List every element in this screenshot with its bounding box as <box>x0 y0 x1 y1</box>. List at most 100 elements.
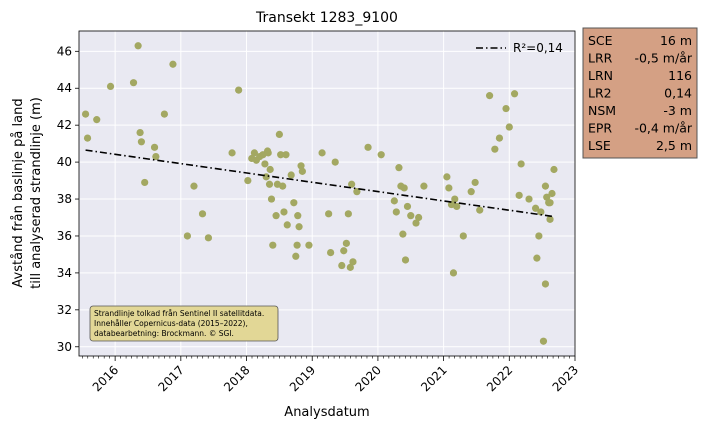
stats-key: LR2 <box>588 86 612 101</box>
y-axis-ticks: 30 32 34 36 38 40 42 44 46 <box>57 44 79 354</box>
data-point <box>541 182 550 190</box>
data-point <box>390 197 398 205</box>
grid-lines <box>79 31 576 356</box>
data-point <box>471 178 479 187</box>
data-point <box>348 180 356 188</box>
data-point <box>275 130 283 139</box>
data-point <box>364 143 372 151</box>
data-point <box>539 337 548 345</box>
plot-background <box>79 31 575 356</box>
data-point <box>160 110 169 118</box>
data-point <box>169 60 177 68</box>
data-point <box>269 241 277 249</box>
data-point <box>228 149 236 157</box>
stats-value: 16 m <box>660 33 692 48</box>
data-point <box>525 195 533 203</box>
data-point <box>415 213 423 222</box>
credit-line-1: Strandlinje tolkad från Sentinel II sate… <box>94 309 264 318</box>
data-point <box>533 254 541 262</box>
data-point <box>265 180 274 188</box>
data-point <box>541 280 550 288</box>
data-point <box>546 199 554 207</box>
data-point <box>485 92 494 100</box>
data-point <box>344 210 352 218</box>
data-point <box>443 173 451 181</box>
x-minor-ticks <box>81 356 570 359</box>
stats-key: LRR <box>588 51 613 66</box>
data-point <box>190 182 198 190</box>
credit-box <box>89 305 279 342</box>
data-point <box>502 104 510 113</box>
stats-key: NSM <box>588 103 616 118</box>
data-point <box>83 134 92 142</box>
data-point <box>282 151 290 159</box>
data-point <box>349 258 357 266</box>
data-point <box>235 86 243 94</box>
data-point <box>261 160 269 168</box>
data-point <box>395 164 403 172</box>
y-tick-label: 32 <box>57 303 72 317</box>
data-point <box>467 188 475 196</box>
data-point <box>392 208 400 216</box>
data-point <box>134 42 142 50</box>
y-tick-label: 30 <box>57 340 72 354</box>
data-point <box>377 151 385 159</box>
data-point <box>342 239 350 247</box>
data-point <box>318 149 326 157</box>
credit-annotation: Strandlinje tolkad från Sentinel II sate… <box>89 305 279 342</box>
credit-line-2: Innehåller Copernicus-data (2015–2022), <box>94 319 248 328</box>
data-point <box>327 248 335 257</box>
data-point <box>505 123 513 131</box>
x-tick-label: 2020 <box>353 363 384 394</box>
data-point <box>183 232 191 240</box>
y-tick-label: 36 <box>57 229 72 243</box>
y-tick-label: 40 <box>57 155 72 169</box>
data-point <box>420 182 428 190</box>
data-point <box>152 152 160 161</box>
stats-key: LSE <box>588 138 611 153</box>
y-axis-label-line1: Avstånd från baslinje på land <box>11 98 26 287</box>
y-tick-label: 42 <box>57 118 72 132</box>
data-points <box>81 42 558 345</box>
y-tick-label: 46 <box>57 44 72 58</box>
data-point <box>150 143 159 151</box>
data-point <box>279 182 287 190</box>
y-axis-label-line2: till analyserad strandlinje (m) <box>29 97 44 289</box>
data-point <box>550 165 558 174</box>
data-point <box>459 232 467 240</box>
data-point <box>476 206 484 214</box>
stats-key: SCE <box>588 33 613 48</box>
data-point <box>515 191 523 199</box>
data-point <box>266 165 274 174</box>
data-point <box>280 208 288 216</box>
data-point <box>272 212 280 220</box>
stats-value: -0,4 m/år <box>634 121 692 136</box>
data-point <box>412 219 420 227</box>
x-tick-label: 2019 <box>287 363 318 394</box>
legend-label: R²=0,14 <box>513 41 563 55</box>
x-axis-label: Analysdatum <box>284 405 369 420</box>
data-point <box>510 90 519 98</box>
data-point <box>451 195 459 203</box>
data-point <box>331 158 339 166</box>
stats-value: 116 <box>668 68 692 83</box>
data-point <box>548 189 556 198</box>
data-point <box>535 232 543 240</box>
data-point <box>204 234 213 242</box>
x-tick-label: 2016 <box>90 363 121 394</box>
data-point <box>537 208 545 216</box>
data-point <box>346 263 354 271</box>
stats-box-background <box>582 27 698 159</box>
data-point <box>264 149 272 157</box>
data-point <box>295 223 303 231</box>
data-point <box>106 82 115 90</box>
data-point <box>338 261 346 270</box>
x-tick-label: 2018 <box>221 363 252 394</box>
data-point <box>546 215 554 223</box>
data-point <box>325 210 333 218</box>
y-tick-label: 44 <box>57 81 72 95</box>
data-point <box>129 79 138 87</box>
stats-value: 2,5 m <box>656 138 692 153</box>
data-point <box>340 247 348 255</box>
